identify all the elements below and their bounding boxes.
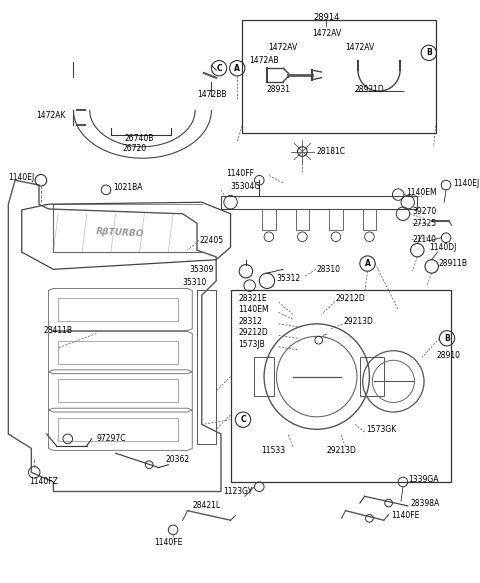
Text: 20362: 20362 bbox=[166, 455, 190, 465]
Text: 28181C: 28181C bbox=[317, 147, 346, 156]
Text: RβTURBO: RβTURBO bbox=[96, 227, 144, 238]
Text: 28914: 28914 bbox=[313, 13, 339, 22]
Text: 11533: 11533 bbox=[261, 446, 285, 455]
Text: 97297C: 97297C bbox=[96, 434, 126, 443]
Text: 1472AV: 1472AV bbox=[312, 29, 341, 38]
Text: 1140FE: 1140FE bbox=[392, 511, 420, 520]
Text: 1140EM: 1140EM bbox=[238, 305, 269, 314]
Text: 1573GK: 1573GK bbox=[367, 425, 397, 434]
Text: 1339GA: 1339GA bbox=[408, 475, 438, 483]
Bar bbox=[58, 380, 178, 402]
Text: 1123GY: 1123GY bbox=[224, 487, 253, 496]
Text: 28321E: 28321E bbox=[238, 294, 267, 303]
Text: 28310: 28310 bbox=[317, 265, 341, 274]
Text: 1140FE: 1140FE bbox=[154, 538, 182, 547]
Text: 1140DJ: 1140DJ bbox=[429, 243, 456, 252]
Text: 21140: 21140 bbox=[412, 235, 436, 244]
Bar bbox=[329, 209, 343, 230]
Text: 28398A: 28398A bbox=[410, 498, 440, 508]
Text: 26720: 26720 bbox=[123, 144, 147, 153]
Text: 27325: 27325 bbox=[412, 219, 437, 228]
Text: 1140EJ: 1140EJ bbox=[8, 173, 34, 182]
Text: 28910: 28910 bbox=[436, 351, 460, 360]
Text: 26740B: 26740B bbox=[125, 134, 154, 143]
Text: 1472AV: 1472AV bbox=[345, 43, 374, 52]
Bar bbox=[58, 298, 178, 321]
Text: 28921D: 28921D bbox=[355, 85, 384, 94]
Text: 28421L: 28421L bbox=[192, 501, 220, 510]
Text: B: B bbox=[426, 48, 432, 57]
Text: 1140FZ: 1140FZ bbox=[29, 477, 58, 486]
Text: 1472AK: 1472AK bbox=[36, 111, 66, 120]
Bar bbox=[221, 195, 417, 209]
Bar bbox=[242, 20, 435, 134]
Bar bbox=[262, 209, 276, 230]
Text: A: A bbox=[234, 64, 240, 73]
Bar bbox=[363, 209, 376, 230]
Text: 28411B: 28411B bbox=[44, 326, 73, 335]
Text: 29213D: 29213D bbox=[326, 446, 356, 455]
Bar bbox=[197, 290, 216, 444]
Text: 1472AV: 1472AV bbox=[269, 43, 298, 52]
Text: 35310: 35310 bbox=[182, 278, 206, 287]
Text: 1472AB: 1472AB bbox=[249, 56, 278, 65]
Text: C: C bbox=[216, 64, 222, 73]
Text: 1140EM: 1140EM bbox=[406, 188, 436, 197]
Bar bbox=[254, 357, 274, 396]
Text: 29212D: 29212D bbox=[238, 328, 268, 337]
Text: 1140FF: 1140FF bbox=[227, 169, 254, 178]
Bar bbox=[58, 341, 178, 364]
Text: C: C bbox=[323, 334, 327, 339]
Text: 29213D: 29213D bbox=[344, 317, 373, 325]
Text: 28911B: 28911B bbox=[438, 259, 468, 268]
Text: 28931: 28931 bbox=[266, 85, 290, 94]
Text: 35309: 35309 bbox=[189, 265, 213, 274]
Text: C: C bbox=[240, 415, 246, 424]
Text: 39270: 39270 bbox=[412, 208, 437, 216]
Text: 29212D: 29212D bbox=[336, 294, 366, 303]
Text: 28312: 28312 bbox=[238, 317, 262, 325]
Bar bbox=[296, 209, 309, 230]
Text: 1472BB: 1472BB bbox=[197, 90, 227, 99]
Text: 1573JB: 1573JB bbox=[238, 339, 265, 349]
Text: 35312: 35312 bbox=[276, 275, 300, 283]
Text: B: B bbox=[444, 334, 450, 343]
Bar bbox=[58, 418, 178, 441]
Bar bbox=[360, 357, 384, 396]
Bar bbox=[230, 290, 451, 482]
Text: 35304G: 35304G bbox=[230, 182, 261, 191]
Text: 22405: 22405 bbox=[200, 236, 224, 245]
Text: A: A bbox=[365, 259, 371, 268]
Text: 1140EJ: 1140EJ bbox=[453, 178, 479, 188]
Text: 1021BA: 1021BA bbox=[113, 184, 142, 192]
